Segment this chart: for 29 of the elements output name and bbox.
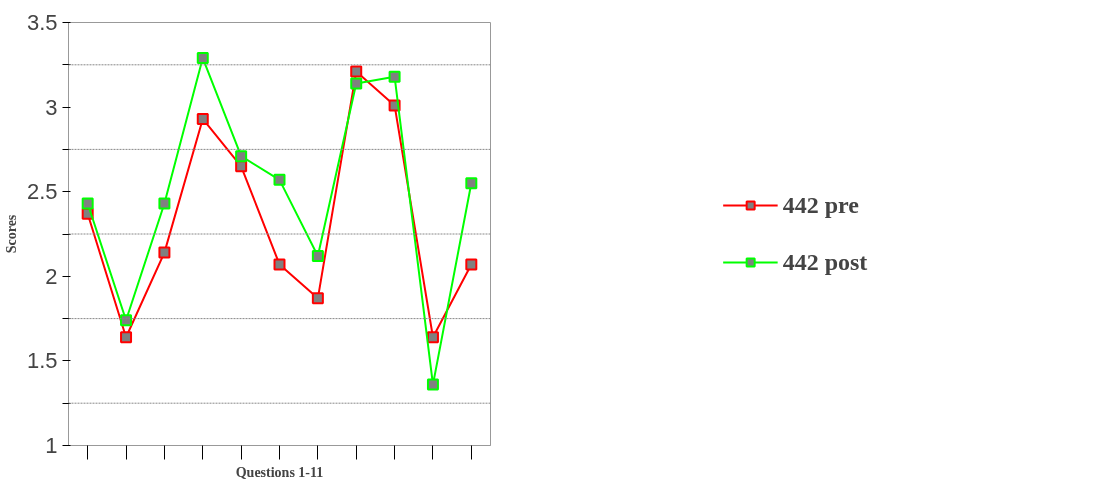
point bbox=[81, 197, 94, 210]
y-tick-label: 3.5 bbox=[26, 10, 58, 35]
y-tick-label: 2.5 bbox=[26, 179, 58, 205]
y-tick-label: 1 bbox=[45, 433, 58, 458]
point bbox=[120, 331, 133, 344]
point bbox=[158, 246, 171, 259]
point bbox=[120, 314, 133, 327]
point bbox=[465, 258, 478, 271]
point bbox=[196, 52, 209, 65]
point bbox=[426, 378, 439, 391]
point bbox=[311, 250, 324, 262]
point bbox=[311, 292, 324, 305]
y-axis-title: Scores bbox=[3, 214, 19, 254]
point bbox=[273, 173, 286, 186]
point bbox=[158, 197, 171, 210]
legend-label: 442 pre bbox=[782, 191, 859, 219]
y-tick-label: 2 bbox=[45, 263, 58, 289]
point bbox=[196, 112, 209, 125]
point bbox=[235, 150, 248, 163]
point bbox=[426, 331, 439, 344]
y-tick-label: 3 bbox=[45, 94, 58, 120]
y-tick-label: 1.5 bbox=[26, 348, 58, 374]
legend-label: 442 post bbox=[782, 248, 868, 276]
point bbox=[350, 77, 363, 90]
x-axis-title: Questions 1-11 bbox=[235, 464, 324, 480]
point bbox=[388, 70, 401, 83]
point bbox=[465, 177, 478, 190]
point bbox=[350, 65, 363, 78]
point bbox=[273, 258, 286, 271]
